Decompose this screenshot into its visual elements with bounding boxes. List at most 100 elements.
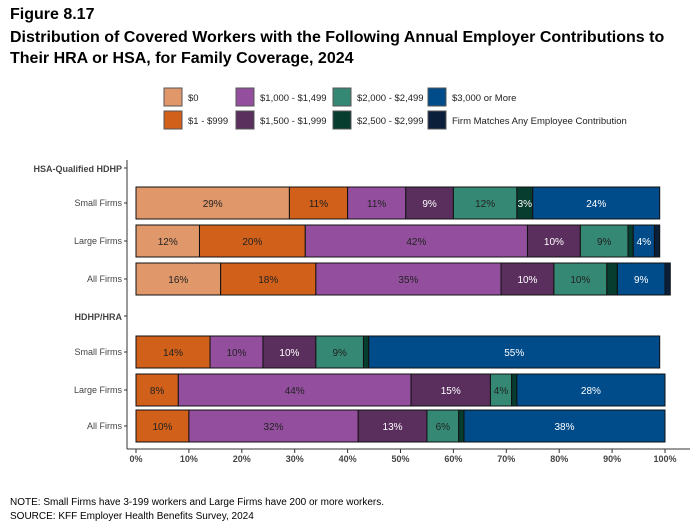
bar-value-label: 15% xyxy=(441,386,461,397)
x-tick-label: 40% xyxy=(339,454,357,464)
legend-label: $1,500 - $1,999 xyxy=(260,116,327,127)
bar-segment xyxy=(304,224,528,258)
bar-segment xyxy=(135,262,222,296)
bar-segment xyxy=(135,373,179,407)
legend-label: $1 - $999 xyxy=(188,116,228,127)
bar-segment xyxy=(315,335,364,369)
legend-swatch xyxy=(332,87,352,107)
bar-value-label: 9% xyxy=(597,237,612,248)
legend-swatch xyxy=(427,110,447,130)
bar-value-label: 28% xyxy=(581,386,601,397)
legend-label: $1,000 - $1,499 xyxy=(260,93,327,104)
legend-swatch xyxy=(332,110,352,130)
chart-title: Distribution of Covered Workers with the… xyxy=(10,29,665,67)
bar-segment xyxy=(209,335,264,369)
bar-value-label: 35% xyxy=(398,275,418,286)
bar-value-label: 6% xyxy=(436,422,451,433)
source-text: SOURCE: KFF Employer Health Benefits Sur… xyxy=(10,511,254,522)
row-label: All Firms xyxy=(87,421,122,431)
group-label: HDHP/HRA xyxy=(74,312,122,322)
bar-segment xyxy=(315,262,502,296)
row-label: Small Firms xyxy=(75,347,123,357)
bar-segment xyxy=(653,224,661,258)
legend-label: $2,500 - $2,999 xyxy=(357,116,424,127)
bar-value-label: 10% xyxy=(517,275,537,286)
bar-segment xyxy=(135,224,200,258)
bar-value-label: 32% xyxy=(264,422,284,433)
row-label: Large Firms xyxy=(74,385,123,395)
bar-segment xyxy=(463,409,666,443)
bar-segment xyxy=(362,335,370,369)
bar-value-label: 16% xyxy=(168,275,188,286)
legend-label: $2,000 - $2,499 xyxy=(357,93,424,104)
bar-segment xyxy=(458,409,465,443)
bar-value-label: 10% xyxy=(279,348,299,359)
row-label: Small Firms xyxy=(75,198,123,208)
bar-segment xyxy=(627,224,634,258)
figure-label: Figure 8.17 xyxy=(10,6,95,23)
bar-value-label: 8% xyxy=(150,386,165,397)
x-tick-label: 30% xyxy=(286,454,304,464)
bar-segment xyxy=(606,262,618,296)
x-tick-label: 80% xyxy=(550,454,568,464)
x-tick-label: 50% xyxy=(391,454,409,464)
bar-segment xyxy=(135,409,190,443)
x-tick-label: 0% xyxy=(129,454,142,464)
note-text: NOTE: Small Firms have 3-199 workers and… xyxy=(10,497,385,508)
bar-segment xyxy=(135,335,211,369)
bar-segment xyxy=(135,186,290,220)
bar-segment xyxy=(579,224,629,258)
bar-value-label: 42% xyxy=(406,237,426,248)
bar-value-label: 18% xyxy=(258,275,278,286)
legend-label: $3,000 or More xyxy=(452,93,516,104)
bar-segment xyxy=(347,186,407,220)
bar-value-label: 10% xyxy=(544,237,564,248)
legend-swatch xyxy=(235,87,255,107)
bar-segment xyxy=(526,224,581,258)
legend-label: $0 xyxy=(188,93,199,104)
bar-value-label: 29% xyxy=(203,199,223,210)
bar-segment xyxy=(177,373,412,407)
x-tick-label: 100% xyxy=(653,454,676,464)
bar-value-label: 4% xyxy=(494,386,509,397)
bar-segment xyxy=(262,335,317,369)
bar-segment xyxy=(532,186,661,220)
bar-segment xyxy=(500,262,555,296)
bar-value-label: 55% xyxy=(504,348,524,359)
legend-swatch xyxy=(163,87,183,107)
bar-value-label: 9% xyxy=(422,199,437,210)
bar-segment xyxy=(426,409,460,443)
bar-value-label: 12% xyxy=(475,199,495,210)
row-label: Large Firms xyxy=(74,236,123,246)
legend-swatch xyxy=(163,110,183,130)
bar-value-label: 44% xyxy=(285,386,305,397)
bar-value-label: 10% xyxy=(570,275,590,286)
bar-value-label: 20% xyxy=(242,237,262,248)
bar-segment xyxy=(288,186,349,220)
bar-value-label: 3% xyxy=(518,199,533,210)
x-tick-label: 10% xyxy=(180,454,198,464)
bar-value-label: 10% xyxy=(227,348,247,359)
bar-value-label: 38% xyxy=(554,422,574,433)
bar-value-label: 14% xyxy=(163,348,183,359)
bar-value-label: 10% xyxy=(152,422,172,433)
x-tick-label: 90% xyxy=(603,454,621,464)
bar-value-label: 9% xyxy=(332,348,347,359)
bar-value-label: 11% xyxy=(309,199,328,210)
bar-value-label: 11% xyxy=(367,199,386,210)
x-tick-label: 60% xyxy=(444,454,462,464)
row-label: All Firms xyxy=(87,274,122,284)
bar-segment xyxy=(188,409,359,443)
bar-segment xyxy=(511,373,518,407)
bar-value-label: 4% xyxy=(637,237,652,248)
legend-swatch xyxy=(427,87,447,107)
x-tick-label: 20% xyxy=(233,454,251,464)
bar-segment xyxy=(516,373,666,407)
legend-label: Firm Matches Any Employee Contribution xyxy=(452,116,627,127)
group-label: HSA-Qualified HDHP xyxy=(33,164,122,174)
bar-segment xyxy=(553,262,608,296)
bar-value-label: 13% xyxy=(383,422,403,433)
bar-segment xyxy=(198,224,306,258)
bar-segment xyxy=(616,262,666,296)
